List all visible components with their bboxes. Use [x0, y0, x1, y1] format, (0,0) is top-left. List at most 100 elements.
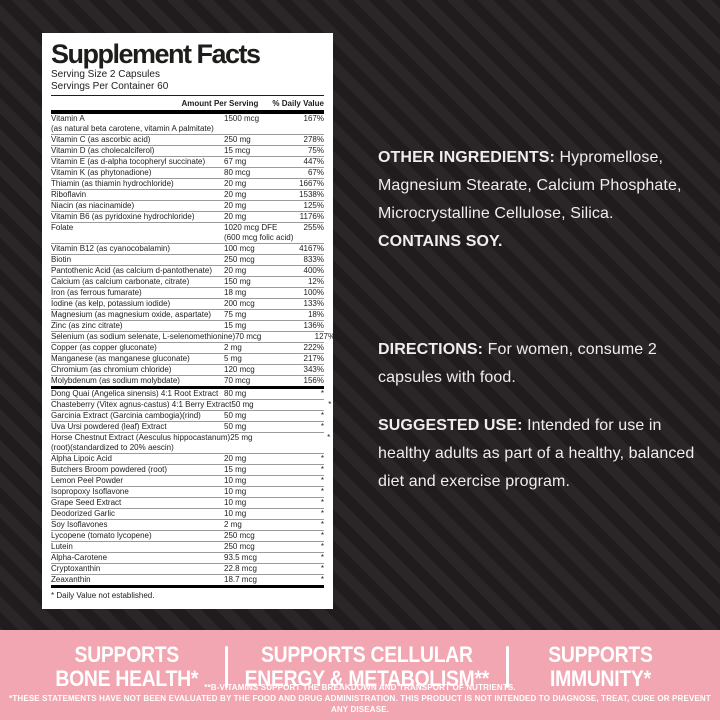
nutrient-name: Alpha Lipoic Acid — [51, 454, 112, 463]
table-row: Vitamin B6 (as pyridoxine hydrochloride)… — [51, 212, 324, 223]
nutrient-amount: 18.7 mcg — [224, 575, 257, 584]
nutrient-dv: * — [328, 400, 332, 409]
table-row: Magnesium (as magnesium oxide, aspartate… — [51, 310, 324, 321]
table-row: Vitamin D (as cholecalciferol) 15 mcg 75% — [51, 146, 324, 157]
nutrient-name: Iron (as ferrous fumarate) — [51, 288, 142, 297]
nutrient-name: Garcinia Extract (Garcinia cambogia)(rin… — [51, 411, 201, 420]
nutrient-name: Vitamin A — [51, 114, 85, 123]
nutrient-amount: 10 mg — [224, 487, 247, 496]
nutrient-amount: 1020 mcg DFE — [224, 223, 278, 232]
nutrient-dv: 100% — [303, 288, 324, 297]
thick-divider-bar — [51, 110, 324, 114]
table-row: Cryptoxanthin 22.8 mcg * — [51, 564, 324, 575]
table-row: Niacin (as niacinamide) 20 mg 125% — [51, 201, 324, 212]
table-row: Garcinia Extract (Garcinia cambogia)(rin… — [51, 411, 324, 422]
nutrient-amount: 250 mcg — [224, 542, 255, 551]
directions-text: For women, consume 2 capsules with food. — [378, 341, 657, 386]
nutrient-amount: 25 mg — [230, 433, 253, 442]
nutrient-dv: 833% — [303, 255, 324, 264]
nutrient-name: Vitamin B12 (as cyanocobalamin) — [51, 244, 171, 253]
claim-text: SUPPORTS CELLULAR ENERGY & METABOLISM** — [245, 642, 490, 691]
serving-size: Serving Size 2 Capsules — [51, 69, 160, 80]
nutrient-dv: 136% — [303, 321, 324, 330]
nutrient-dv: * — [320, 520, 324, 529]
divider-rule — [51, 95, 324, 96]
table-row: Alpha Lipoic Acid 20 mg * — [51, 454, 324, 465]
nutrient-name: Manganese (as manganese gluconate) — [51, 354, 190, 363]
table-row: Selenium (as sodium selenate, L-selenome… — [51, 332, 335, 343]
nutrient-dv: * — [320, 465, 324, 474]
bottom-divider-bar — [51, 585, 324, 588]
other-ingredients-block: OTHER INGREDIENTS: Hypromellose, Magnesi… — [378, 144, 714, 228]
fineprint-line-2: *THESE STATEMENTS HAVE NOT BEEN EVALUATE… — [9, 694, 711, 714]
nutrient-dv: 217% — [303, 354, 324, 363]
claims-divider — [506, 646, 510, 688]
nutrient-amount: 10 mg — [224, 476, 247, 485]
nutrient-amount: 22.8 mcg — [224, 564, 257, 573]
table-row: Isopropoxy Isoflavone 10 mg * — [51, 487, 324, 498]
nutrient-amount-sub: (600 mcg folic acid) — [224, 233, 294, 242]
table-row: Zinc (as zinc citrate) 15 mg 136% — [51, 321, 324, 332]
claims-row: SUPPORTS BONE HEALTH* SUPPORTS CELLULAR ENE… — [0, 630, 720, 691]
nutrient-amount: 120 mcg — [224, 365, 255, 374]
nutrient-name: Copper (as copper gluconate) — [51, 343, 157, 352]
nutrient-name: Biotin — [51, 255, 72, 264]
nutrient-amount: 1500 mcg — [224, 114, 260, 123]
nutrient-dv: 133% — [303, 299, 324, 308]
nutrient-dv: 255% — [303, 223, 324, 232]
nutrient-name: Pantothenic Acid (as calcium d-pantothen… — [51, 266, 212, 275]
nutrient-name: Chasteberry (Vitex agnus-castus) 4:1 Ber… — [51, 400, 232, 409]
nutrient-dv: 127% — [314, 332, 336, 341]
nutrient-name: Soy Isoflavones — [51, 520, 108, 529]
nutrient-dv: * — [320, 476, 324, 485]
nutrient-name: Deodorized Garlic — [51, 509, 116, 518]
nutrient-dv: 67% — [307, 168, 324, 177]
claims-banner: SUPPORTS BONE HEALTH* SUPPORTS CELLULAR ENE… — [0, 630, 720, 720]
nutrient-amount: 20 mg — [224, 454, 247, 463]
table-row: Copper (as copper gluconate) 2 mg 222% — [51, 343, 324, 354]
table-row: Calcium (as calcium carbonate, citrate) 1… — [51, 277, 324, 288]
table-row: Vitamin B12 (as cyanocobalamin) 100 mcg 41… — [51, 244, 324, 255]
nutrient-dv: * — [320, 411, 324, 420]
table-row: Lycopene (tomato lycopene) 250 mcg * — [51, 531, 324, 542]
nutrient-amount: 15 mcg — [224, 146, 251, 155]
nutrient-dv: 125% — [303, 201, 324, 210]
directions-label: DIRECTIONS: — [378, 341, 484, 358]
suggested-use-text: Intended for use in healthy adults as pa… — [378, 417, 695, 490]
suggested-use-block: SUGGESTED USE: Intended for use in healt… — [378, 412, 700, 496]
nutrient-dv: * — [320, 422, 324, 431]
nutrient-name: Magnesium (as magnesium oxide, aspartate… — [51, 310, 212, 319]
nutrient-dv: 1176% — [299, 212, 324, 221]
nutrient-dv: * — [320, 487, 324, 496]
nutrient-dv: * — [320, 564, 324, 573]
nutrient-name: Vitamin K (as phytonadione) — [51, 168, 152, 177]
nutrient-dv: * — [320, 509, 324, 518]
nutrient-name: Riboflavin — [51, 190, 87, 199]
nutrient-amount: 50 mg — [231, 400, 254, 409]
nutrient-name: Vitamin C (as ascorbic acid) — [51, 135, 151, 144]
nutrient-dv: 1538% — [299, 190, 324, 199]
nutrient-amount: 5 mg — [224, 354, 242, 363]
nutrient-amount: 2 mg — [224, 520, 242, 529]
nutrient-name: Lycopene (tomato lycopene) — [51, 531, 152, 540]
nutrient-dv: * — [320, 553, 324, 562]
nutrient-amount: 250 mcg — [224, 531, 255, 540]
table-row: Manganese (as manganese gluconate) 5 mg 21… — [51, 354, 324, 365]
claim-text: SUPPORTS IMMUNITY* — [548, 642, 653, 691]
table-row: Chasteberry (Vitex agnus-castus) 4:1 Ber… — [51, 400, 331, 411]
nutrient-amount: 80 mcg — [224, 168, 251, 177]
nutrient-name: Calcium (as calcium carbonate, citrate) — [51, 277, 190, 286]
panel-title: Supplement Facts — [51, 39, 261, 69]
claim-2: SUPPORTS CELLULAR ENERGY & METABOLISM** — [228, 643, 506, 691]
nutrient-name: Folate — [51, 223, 74, 232]
nutrient-amount: 250 mg — [224, 135, 251, 144]
table-row: Pantothenic Acid (as calcium d-pantothen… — [51, 266, 324, 277]
column-headers: Amount Per Serving % Daily Value — [51, 96, 325, 110]
nutrient-amount: 20 mg — [224, 179, 247, 188]
nutrient-name: Niacin (as niacinamide) — [51, 201, 135, 210]
nutrient-amount: 80 mg — [224, 389, 247, 398]
nutrient-amount: 200 mcg — [224, 299, 255, 308]
nutrient-dv: 343% — [303, 365, 324, 374]
nutrient-name: Vitamin E (as d-alpha tocopheryl succina… — [51, 157, 206, 166]
nutrient-dv: * — [320, 454, 324, 463]
